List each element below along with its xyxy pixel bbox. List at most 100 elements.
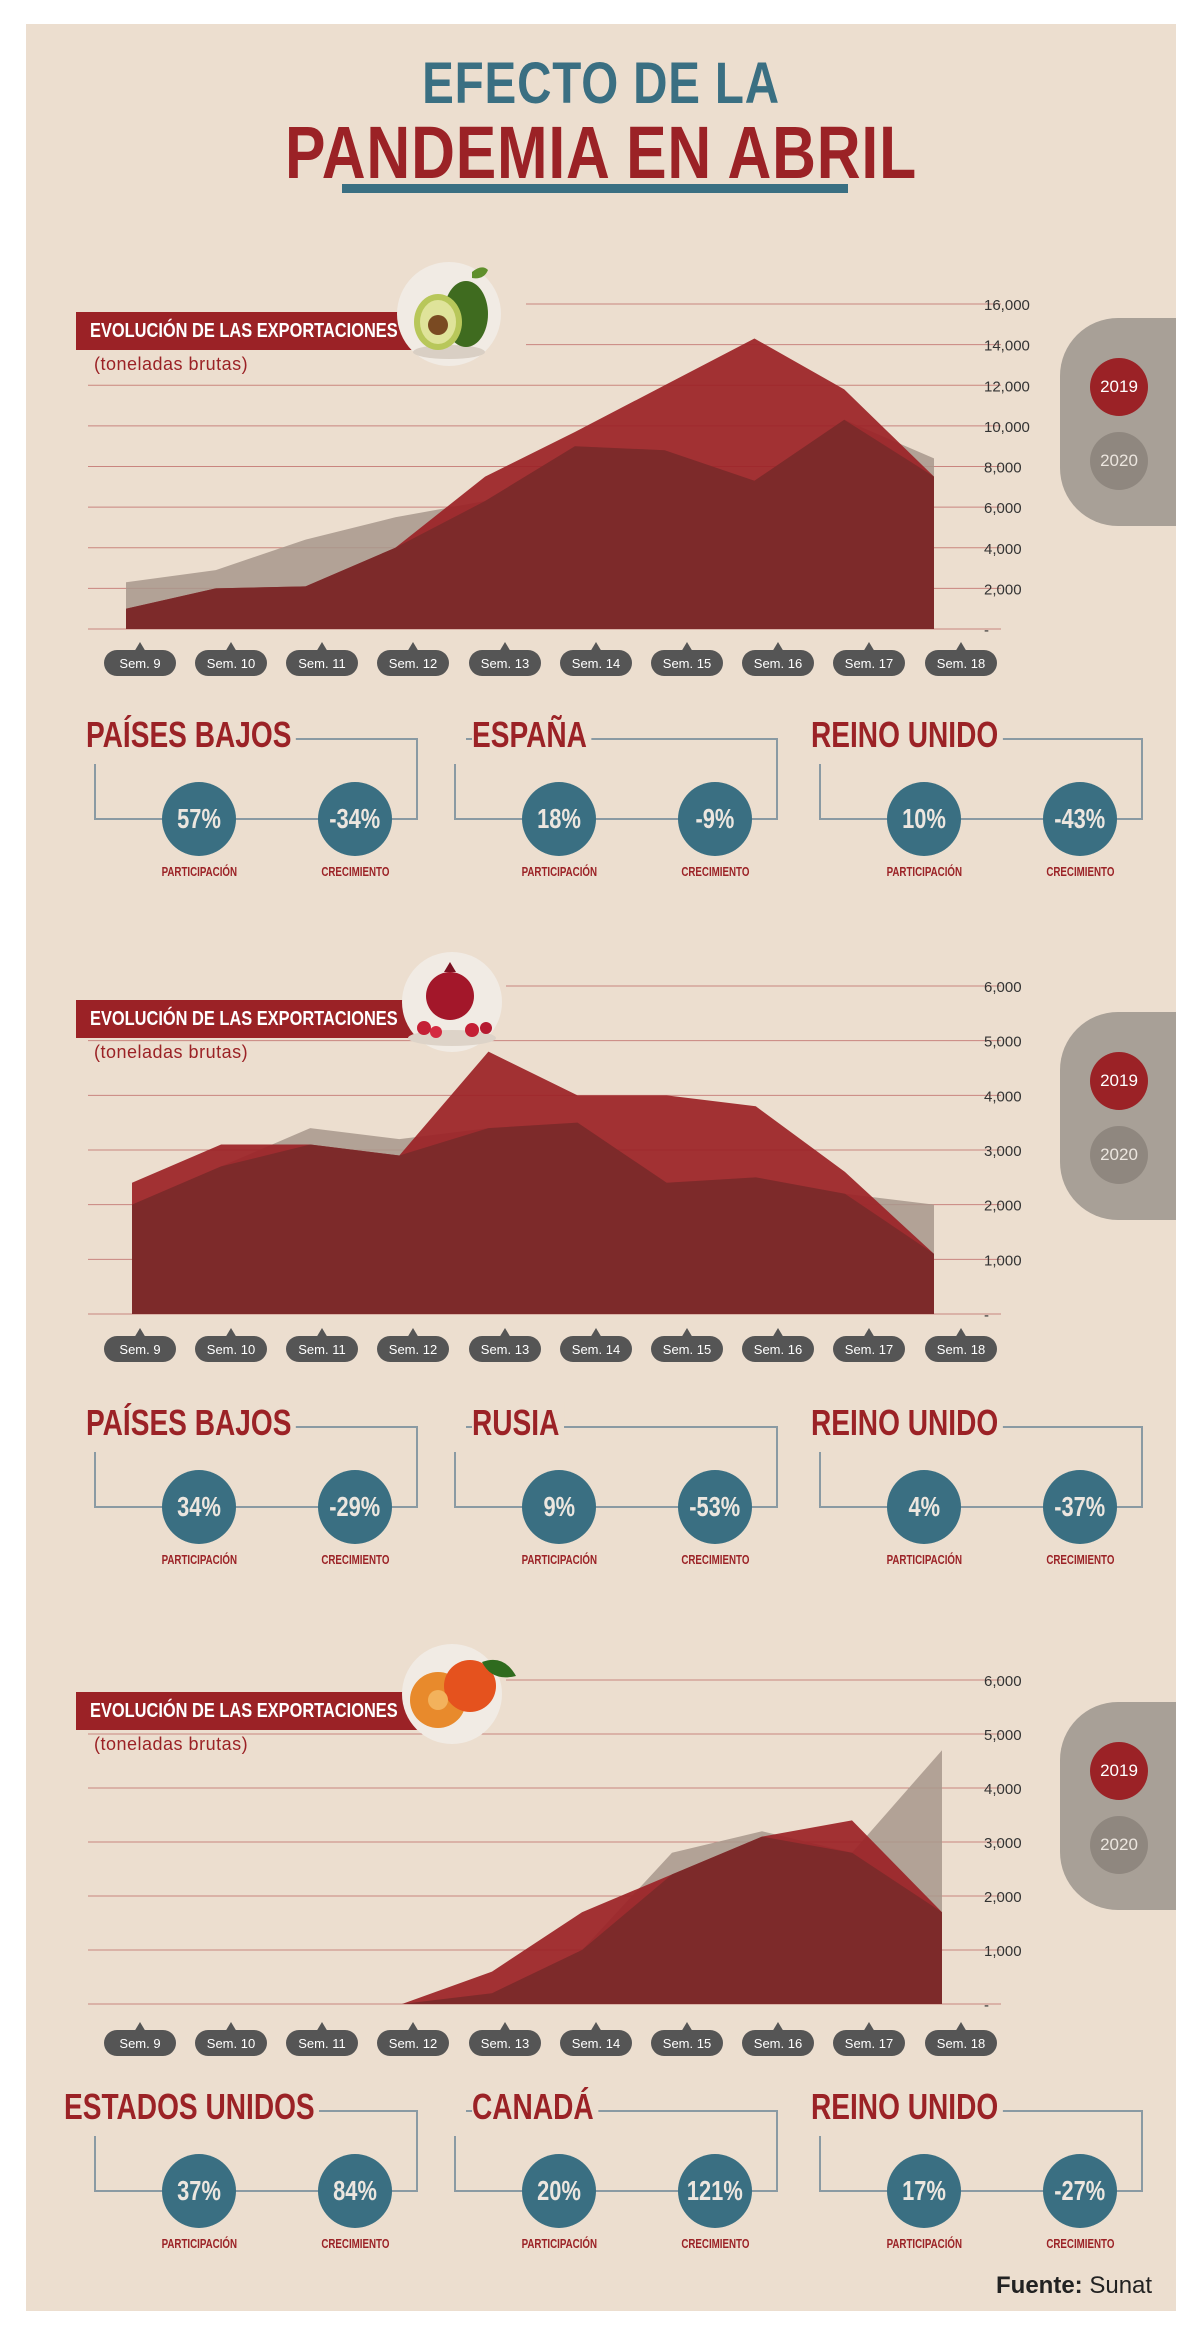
bracket-line <box>776 2110 778 2192</box>
bracket-line <box>454 2136 456 2192</box>
x-tick-label: Sem. 13 <box>469 2022 541 2056</box>
x-tick-label: Sem. 13 <box>469 1328 541 1362</box>
participation-label: PARTICIPACIÓN <box>161 2236 237 2251</box>
growth-value: -37% <box>1043 1470 1117 1544</box>
bracket-line <box>416 738 418 820</box>
bracket-line <box>454 2190 778 2192</box>
bracket-line <box>94 764 96 820</box>
bracket-line <box>94 2136 96 2192</box>
legend-tab: 2019 2020 <box>1060 1012 1176 1220</box>
y-tick-label: 2,000 <box>984 581 1022 598</box>
x-tick-label: Sem. 14 <box>560 642 632 676</box>
pomegranate-chart-block: 6,000 5,000 4,000 3,000 2,000 1,000 - Sem. 9 Sem… <box>26 924 1176 1384</box>
x-tick-label: Sem. 11 <box>286 2022 358 2056</box>
y-tick-label: - <box>984 622 989 639</box>
country-name: REINO UNIDO <box>811 2086 1003 2128</box>
bracket-line <box>819 2190 1143 2192</box>
mandarin-chart-block: 6,000 5,000 4,000 3,000 2,000 1,000 - Sem. 9 Sem… <box>26 1602 1176 2062</box>
y-tick-label: 4,000 <box>984 1088 1022 1105</box>
participation-value: 18% <box>522 782 596 856</box>
pomegranate-icon <box>402 952 502 1052</box>
svg-text:Sem. 9: Sem. 9 <box>119 656 160 671</box>
y-tick-label: 4,000 <box>984 1781 1022 1798</box>
x-tick-label: Sem. 12 <box>377 1328 449 1362</box>
mandarin-export-chart: 6,000 5,000 4,000 3,000 2,000 1,000 - Sem. 9 Sem… <box>88 1673 1022 2056</box>
bracket-line <box>1141 2110 1143 2192</box>
participation-label: PARTICIPACIÓN <box>521 1552 597 1567</box>
x-tick-label: Sem. 9 <box>104 1328 176 1362</box>
svg-text:Sem. 14: Sem. 14 <box>572 656 620 671</box>
participation-value: 34% <box>162 1470 236 1544</box>
growth-label: CRECIMIENTO <box>320 2236 390 2251</box>
participation-label: PARTICIPACIÓN <box>886 2236 962 2251</box>
svg-text:Sem. 9: Sem. 9 <box>119 1342 160 1357</box>
country-name: REINO UNIDO <box>811 714 1003 756</box>
participation-label: PARTICIPACIÓN <box>521 864 597 879</box>
country-stats-row: PAÍSES BAJOS 57% -34% PARTICIPACIÓN CRECIMIE… <box>26 714 1176 884</box>
bracket-line <box>776 1426 778 1508</box>
bracket-line <box>454 1452 456 1508</box>
svg-text:Sem. 13: Sem. 13 <box>481 2036 529 2051</box>
bracket-line <box>819 818 1143 820</box>
panel-unit: (toneladas brutas) <box>94 1734 249 1754</box>
participation-value: 10% <box>887 782 961 856</box>
svg-text:Sem. 10: Sem. 10 <box>207 1342 255 1357</box>
svg-text:Sem. 12: Sem. 12 <box>389 656 437 671</box>
svg-text:Sem. 11: Sem. 11 <box>298 656 345 671</box>
svg-text:Sem. 17: Sem. 17 <box>845 656 893 671</box>
bracket-line <box>466 2110 778 2112</box>
x-tick-label: Sem. 9 <box>104 2022 176 2056</box>
growth-value: -27% <box>1043 2154 1117 2228</box>
svg-text:Sem. 9: Sem. 9 <box>119 2036 160 2051</box>
x-tick-label: Sem. 12 <box>377 642 449 676</box>
svg-text:Sem. 17: Sem. 17 <box>845 2036 893 2051</box>
country-stat-group: REINO UNIDO 10% -43% PARTICIPACIÓN CRECIMIEN… <box>811 714 1151 884</box>
growth-label: CRECIMIENTO <box>680 864 750 879</box>
x-tick-label: Sem. 10 <box>195 642 267 676</box>
growth-label: CRECIMIENTO <box>320 864 390 879</box>
x-tick-label: Sem. 10 <box>195 1328 267 1362</box>
growth-value: -53% <box>678 1470 752 1544</box>
y-tick-label: - <box>984 1997 989 2014</box>
growth-label: CRECIMIENTO <box>320 1552 390 1567</box>
svg-text:Sem. 18: Sem. 18 <box>937 656 985 671</box>
y-tick-label: 6,000 <box>984 979 1022 996</box>
bracket-line <box>1141 1426 1143 1508</box>
bracket-line <box>454 1506 778 1508</box>
pomegranate-export-chart: 6,000 5,000 4,000 3,000 2,000 1,000 - Sem. 9 Sem… <box>88 979 1022 1362</box>
bracket-line <box>466 738 778 740</box>
y-tick-label: 14,000 <box>984 338 1030 355</box>
growth-label: CRECIMIENTO <box>680 1552 750 1567</box>
bracket-line <box>776 738 778 820</box>
infographic-poster: EFECTO DE LA PANDEMIA EN ABRIL 16,000 14,… <box>26 24 1176 2311</box>
source-credit: Fuente: Sunat <box>996 2272 1153 2299</box>
participation-value: 17% <box>887 2154 961 2228</box>
y-tick-label: 10,000 <box>984 419 1030 436</box>
x-tick-label: Sem. 16 <box>742 642 814 676</box>
bracket-line <box>94 2190 418 2192</box>
y-tick-label: - <box>984 1307 989 1324</box>
country-stat-group: PAÍSES BAJOS 34% -29% PARTICIPACIÓN CRECIMIE… <box>86 1402 426 1572</box>
title-line-1: EFECTO DE LA <box>422 51 780 116</box>
legend-2020: 2020 <box>1090 1816 1148 1874</box>
x-tick-label: Sem. 18 <box>925 2022 997 2056</box>
participation-label: PARTICIPACIÓN <box>161 1552 237 1567</box>
svg-text:Sem. 16: Sem. 16 <box>754 2036 802 2051</box>
svg-text:Sem. 10: Sem. 10 <box>207 656 255 671</box>
y-tick-label: 5,000 <box>984 1034 1022 1051</box>
legend-2020: 2020 <box>1090 432 1148 490</box>
x-tick-label: Sem. 18 <box>925 642 997 676</box>
x-tick-label: Sem. 16 <box>742 2022 814 2056</box>
growth-label: CRECIMIENTO <box>1045 864 1115 879</box>
svg-text:Sem. 18: Sem. 18 <box>937 2036 985 2051</box>
country-name: ESTADOS UNIDOS <box>64 2086 320 2128</box>
svg-text:Sem. 15: Sem. 15 <box>663 656 711 671</box>
x-tick-label: Sem. 16 <box>742 1328 814 1362</box>
x-tick-label: Sem. 11 <box>286 642 358 676</box>
growth-value: -9% <box>678 782 752 856</box>
svg-text:Sem. 15: Sem. 15 <box>663 1342 711 1357</box>
x-tick-label: Sem. 14 <box>560 2022 632 2056</box>
x-tick-label: Sem. 15 <box>651 642 723 676</box>
x-tick-label: Sem. 14 <box>560 1328 632 1362</box>
bracket-line <box>94 1506 418 1508</box>
